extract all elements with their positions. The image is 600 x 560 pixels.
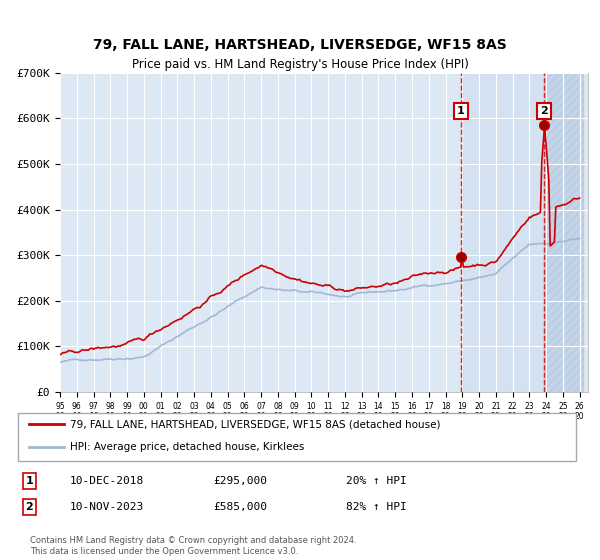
Text: 2: 2	[25, 502, 33, 512]
Bar	[544, 73, 583, 392]
Text: £585,000: £585,000	[214, 502, 268, 512]
Text: Price paid vs. HM Land Registry's House Price Index (HPI): Price paid vs. HM Land Registry's House …	[131, 58, 469, 71]
Text: 1: 1	[457, 106, 465, 116]
Text: 2: 2	[540, 106, 548, 116]
Text: HPI: Average price, detached house, Kirklees: HPI: Average price, detached house, Kirk…	[70, 442, 304, 452]
Text: 79, FALL LANE, HARTSHEAD, LIVERSEDGE, WF15 8AS (detached house): 79, FALL LANE, HARTSHEAD, LIVERSEDGE, WF…	[70, 419, 440, 429]
Text: 10-NOV-2023: 10-NOV-2023	[70, 502, 144, 512]
Text: 79, FALL LANE, HARTSHEAD, LIVERSEDGE, WF15 8AS: 79, FALL LANE, HARTSHEAD, LIVERSEDGE, WF…	[93, 38, 507, 52]
Text: Contains HM Land Registry data © Crown copyright and database right 2024.
This d: Contains HM Land Registry data © Crown c…	[30, 536, 356, 556]
Text: 10-DEC-2018: 10-DEC-2018	[70, 476, 144, 486]
Text: 1: 1	[25, 476, 33, 486]
FancyBboxPatch shape	[18, 413, 577, 461]
Bar	[461, 73, 583, 392]
Text: £295,000: £295,000	[214, 476, 268, 486]
Text: 20% ↑ HPI: 20% ↑ HPI	[346, 476, 407, 486]
Text: 82% ↑ HPI: 82% ↑ HPI	[346, 502, 407, 512]
